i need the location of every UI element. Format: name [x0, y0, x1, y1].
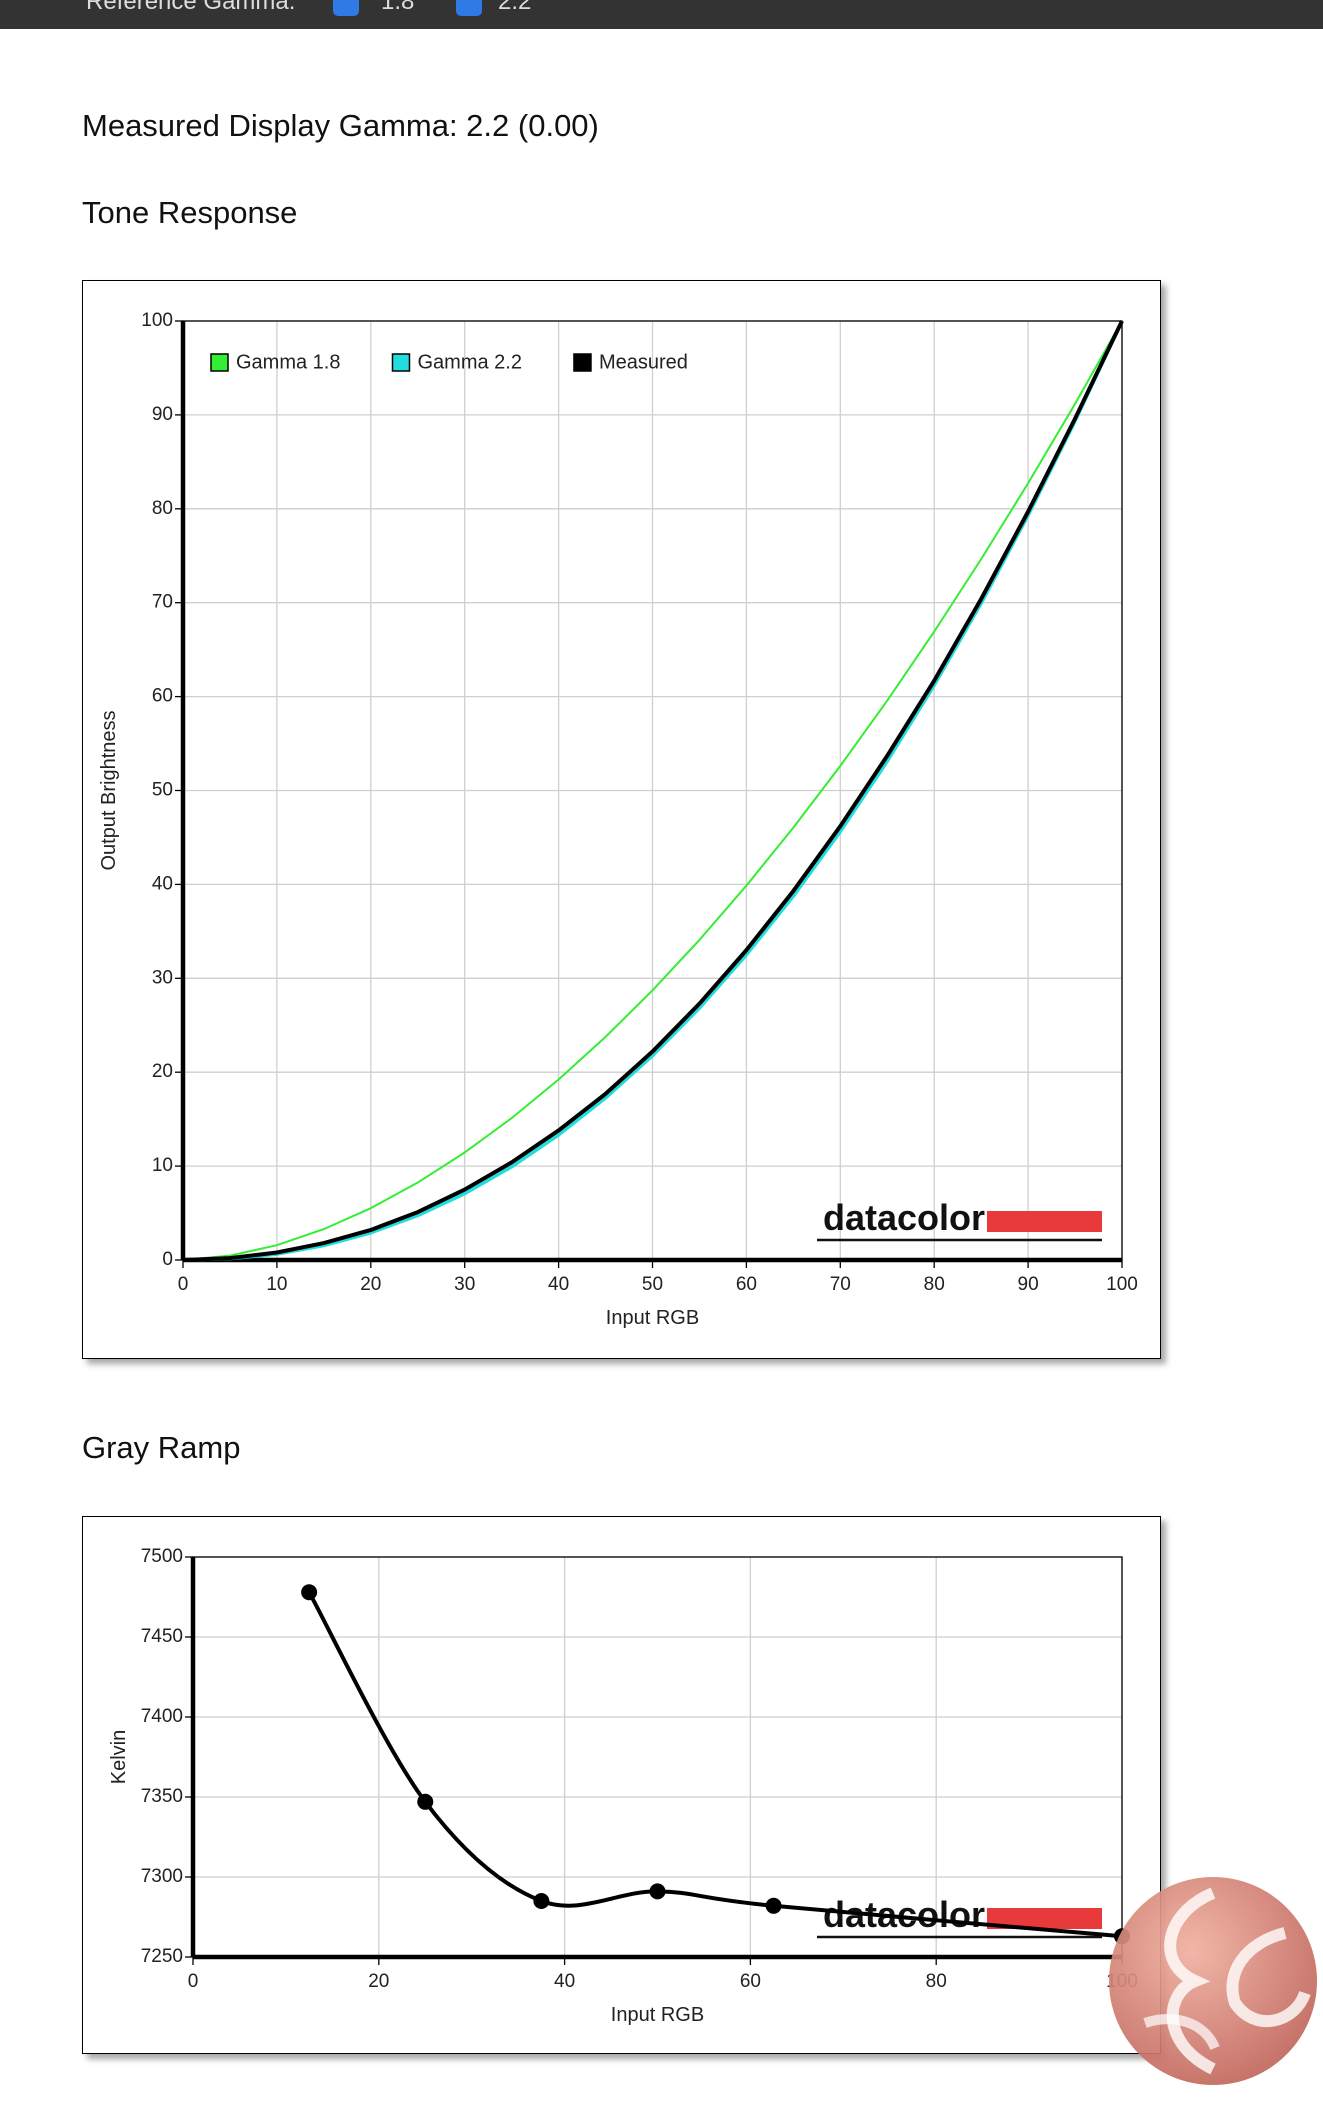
- legend-swatch: [391, 353, 411, 372]
- data-point: [301, 1584, 318, 1601]
- option-label[interactable]: 1.8: [381, 0, 415, 15]
- x-tick-label: 60: [736, 1274, 757, 1295]
- y-axis-label: Output Brightness: [98, 710, 120, 870]
- watermark-bar: [987, 1908, 1102, 1929]
- y-tick-label: 7450: [141, 1626, 183, 1647]
- checkbox[interactable]: [333, 0, 359, 16]
- y-tick-label: 10: [152, 1155, 173, 1176]
- x-tick-label: 30: [454, 1274, 475, 1295]
- y-tick-label: 100: [141, 310, 173, 331]
- y-tick-label: 40: [152, 873, 173, 894]
- x-tick-label: 20: [360, 1274, 381, 1295]
- y-tick-label: 7400: [141, 1706, 183, 1727]
- y-tick-label: 30: [152, 967, 173, 988]
- x-tick-label: 0: [178, 1274, 189, 1295]
- data-point: [533, 1893, 550, 1909]
- checkbox[interactable]: [456, 0, 482, 16]
- section-title: Gray Ramp: [82, 1430, 241, 1465]
- x-tick-label: 80: [926, 1971, 947, 1992]
- y-tick-label: 7250: [141, 1946, 183, 1967]
- y-tick-label: 90: [152, 404, 173, 425]
- legend-label: Measured: [599, 351, 688, 373]
- x-tick-label: 50: [642, 1274, 663, 1295]
- y-tick-label: 50: [152, 780, 173, 801]
- section-title: Tone Response: [82, 195, 298, 230]
- x-tick-label: 40: [554, 1971, 575, 1992]
- chart: 725073007350740074507500020406080100Inpu…: [108, 1546, 1138, 2026]
- y-tick-label: 0: [162, 1249, 173, 1270]
- legend-label: Gamma 2.2: [417, 351, 521, 373]
- y-tick-label: 7350: [141, 1786, 183, 1807]
- x-tick-label: 20: [368, 1971, 389, 1992]
- x-tick-label: 0: [188, 1971, 199, 1992]
- y-tick-label: 20: [152, 1061, 173, 1082]
- y-tick-label: 7300: [141, 1866, 183, 1887]
- x-tick-label: 80: [924, 1274, 945, 1295]
- x-tick-label: 60: [740, 1971, 761, 1992]
- y-axis-label: Kelvin: [108, 1730, 130, 1784]
- watermark: datacolor: [823, 1894, 985, 1935]
- legend-swatch: [210, 353, 229, 372]
- data-point: [765, 1897, 782, 1914]
- toolbar-label: Reference Gamma:: [86, 0, 296, 15]
- chart-frame: 725073007350740074507500020406080100Inpu…: [82, 1516, 1161, 2054]
- series-line: [182, 320, 1124, 1262]
- x-tick-label: 100: [1106, 1274, 1138, 1295]
- x-tick-label: 40: [548, 1274, 569, 1295]
- chart: 0 10 20 30 40 50 60 70 80 90 100 0 10 20 30 40 50 60 70 80 9…: [98, 310, 1138, 1329]
- x-axis-label: Input RGB: [611, 2004, 704, 2026]
- data-point: [417, 1793, 434, 1810]
- heading: Measured Display Gamma: 2.2 (0.00): [82, 108, 599, 143]
- series-line: [182, 320, 1123, 1261]
- series-line: [182, 320, 1124, 1262]
- series-line: [307, 1591, 1123, 1939]
- x-tick-label: 90: [1018, 1274, 1039, 1295]
- toolbar: Reference Gamma: 1.8 2.2: [0, 0, 1323, 29]
- legend-label: Gamma 1.8: [236, 351, 340, 373]
- x-axis-label: Input RGB: [606, 1307, 699, 1329]
- y-tick-label: 80: [152, 498, 173, 519]
- option-label[interactable]: 2.2: [498, 0, 532, 15]
- watermark-bar: [987, 1211, 1102, 1232]
- data-point: [649, 1883, 666, 1900]
- x-tick-label: 70: [830, 1274, 851, 1295]
- y-tick-label: 60: [152, 686, 173, 707]
- logo: [1109, 1877, 1317, 2085]
- y-tick-label: 70: [152, 592, 173, 613]
- chart-frame: 0 10 20 30 40 50 60 70 80 90 100 0 10 20 30 40 50 60 70 80 9…: [82, 280, 1161, 1359]
- x-tick-label: 10: [266, 1274, 287, 1295]
- watermark: datacolor: [823, 1197, 985, 1238]
- legend-swatch: [573, 353, 592, 372]
- y-tick-label: 7500: [141, 1546, 183, 1567]
